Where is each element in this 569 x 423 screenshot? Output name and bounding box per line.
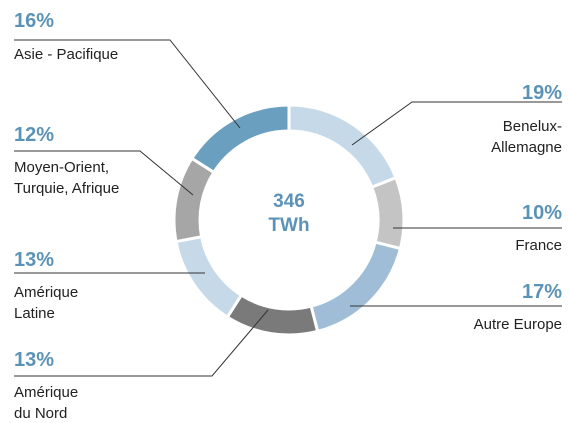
category-label: Autre Europe	[473, 316, 562, 333]
center-label: 346 TWh	[239, 190, 339, 238]
category-label: Amérique Latine	[14, 284, 79, 322]
value-label: 13%	[14, 249, 55, 271]
donut-segment	[174, 234, 244, 320]
leader-line	[351, 101, 562, 146]
center-value: 346	[273, 191, 305, 212]
donut-segment	[287, 103, 398, 190]
value-label: 12%	[14, 124, 55, 146]
value-label: 10%	[521, 202, 562, 224]
value-label: 17%	[521, 281, 562, 303]
donut-segment	[369, 175, 406, 251]
donut-segment	[225, 293, 320, 337]
donut-segment	[172, 156, 216, 244]
leader-line	[14, 39, 241, 129]
center-unit: TWh	[268, 215, 310, 236]
leader-line	[14, 150, 194, 196]
donut-segment	[189, 103, 291, 175]
category-label: France	[515, 237, 562, 254]
value-label: 19%	[521, 82, 562, 104]
category-label: Moyen-Orient, Turquie, Afrique	[14, 159, 120, 197]
category-label: Asie - Pacifique	[14, 46, 119, 63]
value-label: 13%	[14, 349, 55, 371]
category-label: Amérique du Nord	[14, 384, 79, 422]
category-label: Benelux- Allemagne	[491, 118, 562, 156]
donut-segment	[309, 240, 403, 334]
leader-line	[14, 309, 269, 377]
value-label: 16%	[14, 10, 55, 32]
